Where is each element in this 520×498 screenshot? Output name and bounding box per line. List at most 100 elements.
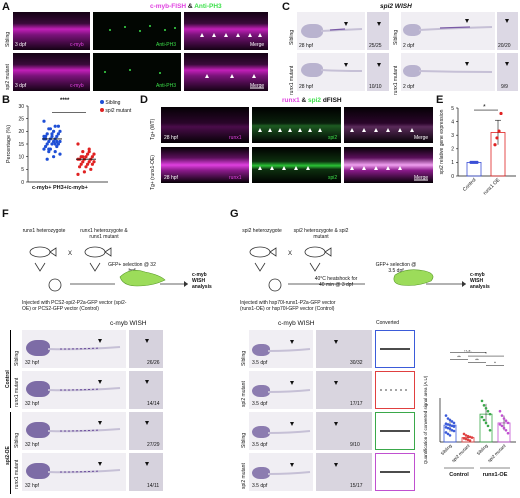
b-point-0 xyxy=(56,142,61,146)
g-point xyxy=(488,412,492,416)
cmyb-fish-label: c-myb-FISH xyxy=(150,3,187,10)
g-xtick-label: Sibling xyxy=(476,443,489,456)
e-ylabel: spi2 relative gene expression xyxy=(439,109,445,174)
g-row-embryo xyxy=(252,467,270,479)
b-point-0 xyxy=(47,147,51,151)
d-r1-col2: spi2 xyxy=(328,135,338,141)
g-point xyxy=(448,423,452,427)
b-point-1 xyxy=(78,165,82,169)
g-point xyxy=(488,428,492,432)
g-point xyxy=(462,432,466,436)
panel-c-cell1-zoom xyxy=(367,12,389,50)
g-point xyxy=(468,439,472,442)
b-point-0 xyxy=(53,142,57,146)
f-row-embryo xyxy=(26,381,50,397)
g-point xyxy=(448,434,452,437)
svg-text:X: X xyxy=(288,251,292,257)
f-cmyb-signal xyxy=(59,429,101,432)
g-point xyxy=(504,419,508,423)
g-point xyxy=(446,426,450,430)
panel-c-tails xyxy=(320,19,509,73)
panel-b-legend-sib: Sibling xyxy=(100,100,120,106)
panel-d-r2-runx1 xyxy=(161,147,249,183)
e-ytick-label: 3 xyxy=(451,133,454,139)
legend-dot-mutant xyxy=(100,108,104,112)
b-point-0 xyxy=(56,124,61,128)
g-point xyxy=(448,427,452,431)
b-ytick-label: 15 xyxy=(18,142,24,148)
g-point xyxy=(506,421,510,425)
b-ylabel: Percentage (%) xyxy=(6,125,12,163)
b-point-0 xyxy=(42,119,46,123)
g-arrowhead xyxy=(290,422,294,426)
panel-a-header: c-myb-FISH & Anti-PH3 xyxy=(150,3,222,10)
anti-ph3-label: Anti-PH3 xyxy=(194,3,222,10)
g-group-label-2: runx1-OE xyxy=(483,472,508,478)
panel-f-letter: F xyxy=(2,208,9,220)
f-zoom-arrowhead xyxy=(145,339,149,343)
e-ytick-label: 4 xyxy=(451,119,454,125)
f-row-ratio: 27/29 xyxy=(147,442,160,448)
b-point-1 xyxy=(87,160,91,164)
panel-b-xlabel: c-myb+ PH3+/c-myb+ xyxy=(32,185,88,191)
g-xtick-label: spi2 mutant xyxy=(487,443,508,464)
g-point xyxy=(466,438,470,442)
f-row-embryo xyxy=(26,463,50,479)
g-row-stage: 3.5 dpf xyxy=(252,401,268,407)
f-gfp-embryo xyxy=(119,270,166,287)
g-heatshock: 40°C heatshock for 40 min @ 3 dpf xyxy=(314,276,358,288)
b-point-1 xyxy=(79,162,83,166)
g-point xyxy=(444,431,448,434)
b-point-0 xyxy=(58,139,62,144)
b-point-1 xyxy=(86,152,90,156)
panel-g-schematic: X xyxy=(249,246,466,292)
g-point xyxy=(446,423,450,426)
b-point-1 xyxy=(86,162,90,166)
b-point-1 xyxy=(92,160,96,164)
g-tail xyxy=(267,430,311,434)
b-point-1 xyxy=(81,150,85,154)
f-row-zoom xyxy=(129,412,163,450)
legend-mutant: spi2 mutant xyxy=(105,108,132,114)
c3-stage: 28 hpf xyxy=(299,84,313,90)
spi2-label: spi2 xyxy=(308,97,322,104)
g-row-embryo xyxy=(252,385,270,397)
b-point-0 xyxy=(47,150,51,154)
f-row-stage: 32 hpf xyxy=(25,442,39,448)
g-point xyxy=(452,429,456,433)
panel-b-sig: **** xyxy=(60,98,70,104)
g-selection: GFP+ selection @ 3.5 dpf xyxy=(375,262,417,274)
g-row-embryo xyxy=(252,426,270,438)
g-xtick-label: Sibling xyxy=(440,443,453,456)
g-tail xyxy=(267,348,311,352)
d-r2-col1: runx1 xyxy=(229,175,242,181)
b-point-1 xyxy=(92,152,96,156)
b-point-1 xyxy=(87,150,91,154)
f-row-embryo xyxy=(26,340,50,356)
g-point xyxy=(502,426,506,430)
d-amp: & xyxy=(299,97,309,104)
g-point xyxy=(482,404,486,407)
g-sig-label: * xyxy=(485,351,487,356)
f-cmyb-signal xyxy=(59,470,101,473)
g-point xyxy=(448,418,452,422)
d-r1-col1: runx1 xyxy=(229,135,242,141)
g-zoom-arrowhead xyxy=(334,340,338,344)
f-row-stage: 32 hpf xyxy=(25,401,39,407)
g-row-overlay xyxy=(267,422,410,434)
panel-a-r2-col3: Merge xyxy=(250,83,265,89)
f-row-tail xyxy=(47,339,149,351)
panel-a-r1-ph3 xyxy=(93,12,181,50)
f-parent2: runx1 heterozygote & runx1 mutant xyxy=(80,228,128,240)
g-sig-label: * xyxy=(494,361,496,366)
f-row-ratio: 26/26 xyxy=(147,360,160,366)
c1-ratio: 25/25 xyxy=(369,43,382,49)
panel-a-r2-merge xyxy=(184,53,268,91)
e-point xyxy=(495,136,499,140)
b-ytick-label: 5 xyxy=(21,167,24,173)
g-sig-label: ** xyxy=(475,358,479,363)
g-row-ratio: 15/17 xyxy=(350,483,363,489)
panel-d-r2-merge xyxy=(344,147,433,183)
b-ytick-label: 30 xyxy=(18,104,24,110)
panel-g-title: c-myb WISH xyxy=(278,320,315,327)
